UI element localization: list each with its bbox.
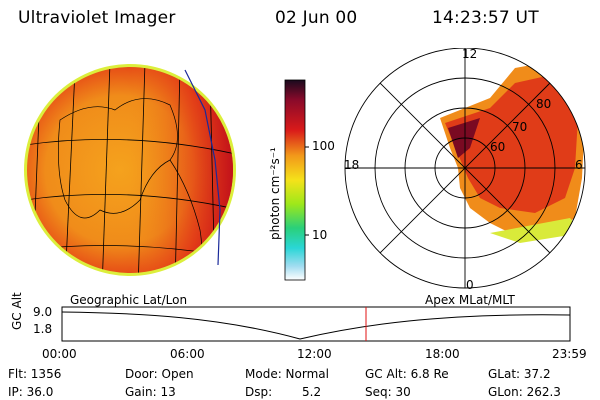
auroral-oval-edge: [490, 218, 582, 243]
colorbar-label: photon cm⁻²s⁻¹: [268, 147, 282, 240]
geo-latitude: GLat: 37.2: [488, 367, 551, 381]
polar-plot: [344, 48, 586, 289]
colorbar-tick-100: 100: [312, 139, 335, 153]
xtick-0000: 00:00: [42, 347, 77, 361]
dsp-value: 5.2: [302, 385, 322, 399]
flight-number: Flt: 1356: [8, 367, 62, 381]
instrument-title: Ultraviolet Imager: [18, 8, 176, 28]
xtick-2359: 23:59: [552, 347, 587, 361]
mlt-label-6: 6: [575, 158, 583, 172]
date-label: 02 Jun 00: [275, 8, 358, 28]
right-panel-caption: Apex MLat/MLT: [425, 293, 515, 307]
mlt-label-0: 0: [466, 278, 474, 292]
sequence-number: Seq: 30: [365, 385, 411, 399]
colorbar: [284, 79, 309, 281]
altitude-ytick-9: 9.0: [33, 305, 53, 319]
gc-altitude: GC Alt: 6.8 Re: [365, 367, 449, 381]
geographic-image: [24, 64, 236, 276]
left-panel-caption: Geographic Lat/Lon: [70, 293, 188, 307]
xtick-0600: 06:00: [170, 347, 205, 361]
altitude-ylabel: GC Alt: [10, 292, 24, 330]
auroral-oval-main: [445, 73, 578, 213]
altitude-ytick-1: 1.8: [33, 322, 53, 336]
mlat-label-70: 70: [512, 120, 528, 134]
mlat-label-80: 80: [536, 97, 552, 111]
altitude-plot-frame: [61, 306, 571, 342]
coastline-terminator: [184, 69, 221, 266]
time-label: 14:23:57 UT: [432, 8, 539, 28]
mlt-label-18: 18: [344, 158, 360, 172]
lat-lon-grid: [27, 67, 233, 273]
geo-longitude: GLon: 262.3: [488, 385, 561, 399]
xtick-1800: 18:00: [425, 347, 460, 361]
mode-value: Mode: Normal: [245, 367, 329, 381]
dsp-label: Dsp:: [245, 385, 273, 399]
altitude-plot: [61, 306, 571, 342]
mlt-label-12: 12: [462, 47, 478, 61]
ip-value: IP: 36.0: [8, 385, 54, 399]
door-status: Door: Open: [125, 367, 194, 381]
mlat-label-60: 60: [490, 140, 506, 154]
colorbar-tick-10: 10: [312, 228, 328, 242]
altitude-curve: [61, 311, 571, 340]
xtick-1200: 12:00: [297, 347, 332, 361]
polar-grid: [344, 48, 586, 289]
gain-value: Gain: 13: [125, 385, 176, 399]
